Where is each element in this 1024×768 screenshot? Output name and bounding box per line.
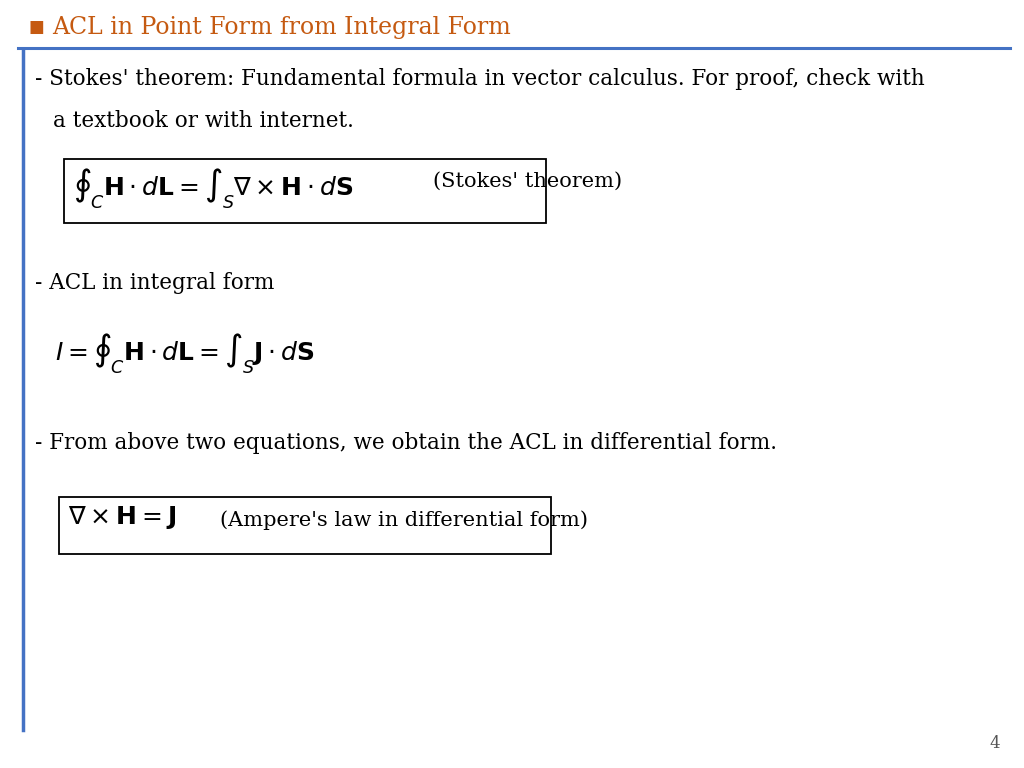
Text: (Ampere's law in differential form): (Ampere's law in differential form) [220,510,588,530]
Text: ACL in Point Form from Integral Form: ACL in Point Form from Integral Form [52,16,511,39]
Text: 4: 4 [989,735,1000,752]
Text: - From above two equations, we obtain the ACL in differential form.: - From above two equations, we obtain th… [35,432,777,454]
Text: $I = \oint_{C} \mathbf{H} \cdot d\mathbf{L} = \int_{S} \mathbf{J} \cdot d\mathbf: $I = \oint_{C} \mathbf{H} \cdot d\mathbf… [55,331,314,376]
Text: (Stokes' theorem): (Stokes' theorem) [433,172,623,191]
Text: ■: ■ [28,18,44,36]
Text: a textbook or with internet.: a textbook or with internet. [53,110,354,132]
Text: - ACL in integral form: - ACL in integral form [35,272,274,294]
Text: $\nabla \times \mathbf{H} = \mathbf{J}$: $\nabla \times \mathbf{H} = \mathbf{J}$ [68,504,176,531]
Text: - Stokes' theorem: Fundamental formula in vector calculus. For proof, check with: - Stokes' theorem: Fundamental formula i… [35,68,925,90]
Text: $\oint_{C} \mathbf{H} \cdot d\mathbf{L} = \int_{S} \nabla \times \mathbf{H} \cdo: $\oint_{C} \mathbf{H} \cdot d\mathbf{L} … [73,166,353,210]
